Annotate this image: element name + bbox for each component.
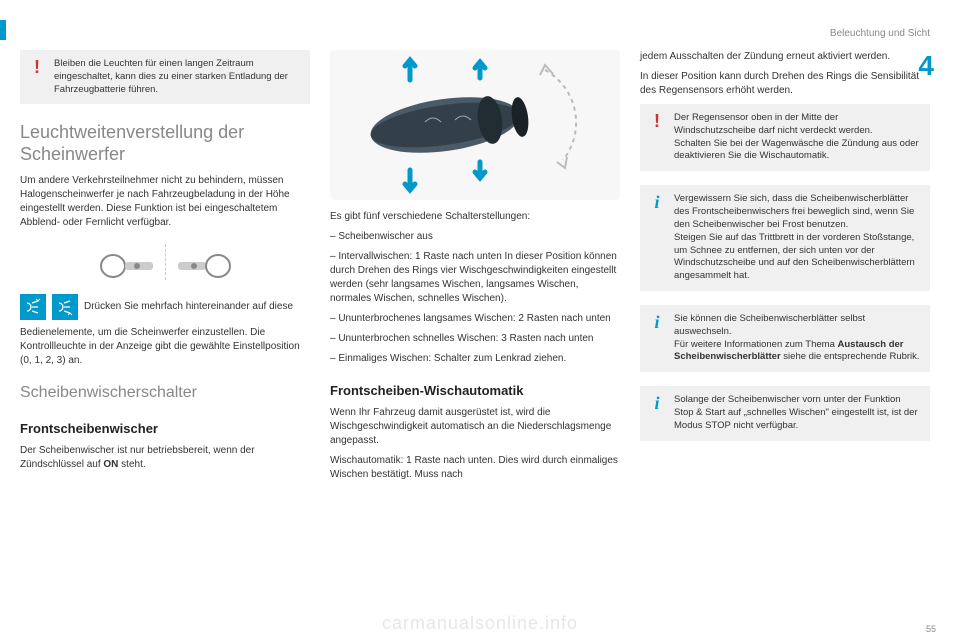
section-number: 4 [918, 50, 934, 82]
steering-diagram [20, 244, 310, 280]
c3-p1: jedem Ausschalten der Zündung erneut akt… [640, 50, 930, 64]
column-1: ! Bleiben die Leuchten für einen langen … [20, 20, 310, 625]
watermark: carmanualsonline.info [0, 613, 960, 634]
warning-text: Bleiben die Leuchten für einen langen Ze… [54, 58, 300, 96]
icon-caption: Drücken Sie mehrfach hintereinander auf … [84, 300, 310, 314]
info-icon: i [648, 394, 666, 412]
para-2b: Bedienelemente, um die Scheinwerfer einz… [20, 326, 310, 368]
info2b: Für weitere Informationen zum Thema [674, 339, 838, 350]
info-icon: i [648, 193, 666, 211]
info-text: Solange der Scheibenwischer vorn unter d… [674, 394, 920, 432]
column-2: Es gibt fünf verschiedene Schalterstellu… [330, 20, 620, 625]
info-box-blades: i Sie können die Scheibenwischerblätter … [640, 305, 930, 372]
c2-li3: – Ununterbrochenes langsames Wischen: 2 … [330, 312, 620, 326]
c2-li5: – Einmaliges Wischen: Schalter zum Lenkr… [330, 352, 620, 366]
steering-right-icon [174, 244, 234, 280]
steering-left-icon [97, 244, 157, 280]
para-3c: steht. [118, 459, 145, 470]
page-number: 55 [926, 624, 936, 634]
column-3: jedem Ausschalten der Zündung erneut akt… [640, 20, 930, 625]
c2-li4: – Ununterbrochen schnelles Wischen: 3 Ra… [330, 332, 620, 346]
warning-icon: ! [648, 112, 666, 130]
info-icon: i [648, 313, 666, 331]
accent-bar [0, 20, 6, 40]
para-3b: ON [103, 459, 118, 470]
c2-p1: Es gibt fünf verschiedene Schalterstellu… [330, 210, 620, 224]
heading-wischautomatik: Frontscheiben-Wischautomatik [330, 382, 620, 400]
c2-p2: Wenn Ihr Fahrzeug damit ausgerüstet ist,… [330, 406, 620, 448]
info-text: Vergewissern Sie sich, dass die Scheiben… [674, 193, 920, 283]
heading-leuchtweiten: Leuchtweitenverstellung der Scheinwerfer [20, 122, 310, 165]
warning-box-rain-sensor: ! Der Regensensor oben in der Mitte der … [640, 104, 930, 171]
info2d: siehe die entsprechende Rubrik. [781, 351, 920, 362]
warning-box-1: ! Bleiben die Leuchten für einen langen … [20, 50, 310, 104]
c2-li1: – Scheibenwischer aus [330, 230, 620, 244]
page-layout: ! Bleiben die Leuchten für einen langen … [0, 0, 960, 640]
warning-text: Der Regensensor oben in der Mitte der Wi… [674, 112, 920, 163]
warning-icon: ! [28, 58, 46, 76]
info-box-frost: i Vergewissern Sie sich, dass die Scheib… [640, 185, 930, 291]
heading-scheibenwischer: Scheibenwischerschalter [20, 382, 310, 404]
para-3: Der Scheibenwischer ist nur betriebsbere… [20, 444, 310, 472]
c3-p2: In dieser Position kann durch Drehen des… [640, 70, 930, 98]
info-text: Sie können die Scheibenwischerblätter se… [674, 313, 920, 364]
c2-li2: – Intervallwischen: 1 Raste nach unten I… [330, 250, 620, 306]
info2a: Sie können die Scheibenwischerblätter se… [674, 313, 865, 337]
para-1: Um andere Verkehrsteilnehmer nicht zu be… [20, 174, 310, 230]
headlight-down-icon [52, 294, 78, 320]
divider [165, 244, 166, 280]
wiper-stalk-diagram [330, 50, 620, 200]
c2-p3: Wischautomatik: 1 Raste nach unten. Dies… [330, 454, 620, 482]
heading-frontwischer: Frontscheibenwischer [20, 420, 310, 438]
headlight-up-icon [20, 294, 46, 320]
breadcrumb: Beleuchtung und Sicht [830, 28, 930, 39]
icon-instruction-row: Drücken Sie mehrfach hintereinander auf … [20, 294, 310, 320]
info-box-stopstart: i Solange der Scheibenwischer vorn unter… [640, 386, 930, 440]
